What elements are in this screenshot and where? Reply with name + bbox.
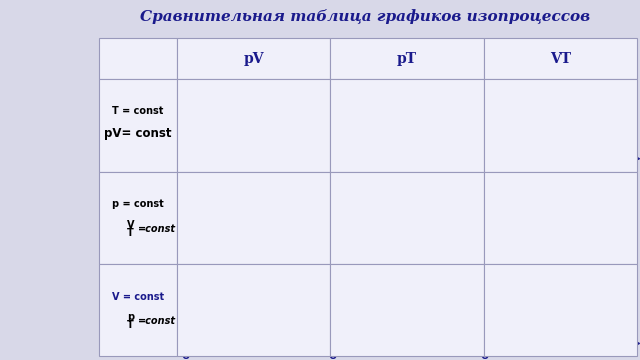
Text: T: T (127, 228, 134, 238)
Text: T₂: T₂ (266, 333, 275, 342)
Text: V₁: V₁ (452, 273, 462, 282)
Text: V₁<V₂: V₁<V₂ (415, 177, 440, 186)
Text: V: V (490, 248, 497, 258)
Text: T₂: T₂ (275, 122, 285, 131)
Text: p: p (189, 64, 196, 74)
Text: T₂: T₂ (310, 218, 319, 227)
Text: O: O (481, 351, 489, 360)
Text: V₁: V₁ (462, 198, 472, 207)
Text: p₁<p₂: p₁<p₂ (560, 269, 584, 278)
Text: V₁<V₂: V₁<V₂ (415, 85, 440, 94)
Text: V₂: V₂ (409, 105, 419, 114)
Text: pV= const: pV= const (104, 127, 172, 140)
Text: O: O (481, 258, 490, 269)
Text: p = const: p = const (112, 199, 164, 209)
Text: T: T (127, 320, 134, 330)
Text: p₁: p₁ (531, 105, 540, 114)
Text: T₁: T₁ (291, 136, 301, 145)
Text: V₁<V₂: V₁<V₂ (351, 269, 376, 278)
Text: O: O (181, 166, 189, 176)
Text: V: V (490, 156, 497, 166)
Text: T₁: T₁ (310, 198, 319, 207)
Text: Сравнительная таблица графиков изопроцессов: Сравнительная таблица графиков изопроцес… (140, 9, 590, 24)
Text: p₁<p₂: p₁<p₂ (504, 177, 529, 186)
Text: p: p (189, 156, 196, 166)
Text: V: V (490, 64, 497, 74)
Text: p: p (189, 248, 196, 258)
Text: p₂: p₂ (605, 201, 614, 210)
Text: O: O (181, 351, 189, 360)
Text: p: p (337, 248, 344, 258)
Text: p₂: p₂ (563, 105, 572, 114)
Text: =const: =const (138, 316, 176, 326)
Text: V₂: V₂ (462, 218, 472, 227)
Text: T = const: T = const (113, 106, 164, 116)
Text: O: O (328, 258, 336, 269)
Text: pV: pV (243, 51, 264, 66)
Text: p: p (337, 156, 344, 166)
Text: →V: →V (340, 254, 356, 264)
Text: p₁: p₁ (605, 180, 614, 189)
Text: T₁<T₂: T₁<T₂ (204, 179, 230, 188)
Text: →T: →T (494, 254, 509, 264)
Text: p₂: p₂ (615, 310, 625, 319)
Text: p₁<p₂: p₁<p₂ (569, 85, 593, 94)
Text: p: p (127, 312, 134, 323)
Text: V: V (127, 220, 134, 230)
Text: T₁<T₂: T₁<T₂ (253, 269, 279, 278)
Text: p: p (337, 64, 344, 74)
Text: O: O (481, 166, 489, 176)
Text: p₁: p₁ (615, 290, 625, 299)
Text: O: O (181, 258, 189, 269)
Text: =const: =const (138, 224, 176, 234)
Text: →T: →T (487, 346, 502, 356)
Text: O: O (328, 166, 336, 176)
Text: V₁: V₁ (377, 105, 387, 114)
Text: V = const: V = const (112, 292, 164, 302)
Text: →T: →T (494, 162, 509, 172)
Text: VT: VT (550, 51, 571, 66)
Text: T₁<T₂: T₁<T₂ (257, 96, 283, 105)
Text: pT: pT (397, 51, 417, 66)
Text: O: O (328, 351, 337, 360)
Text: V₂: V₂ (452, 294, 462, 303)
Text: T₁: T₁ (235, 333, 244, 342)
Text: →V: →V (340, 346, 356, 356)
Text: →V: →V (340, 162, 356, 172)
